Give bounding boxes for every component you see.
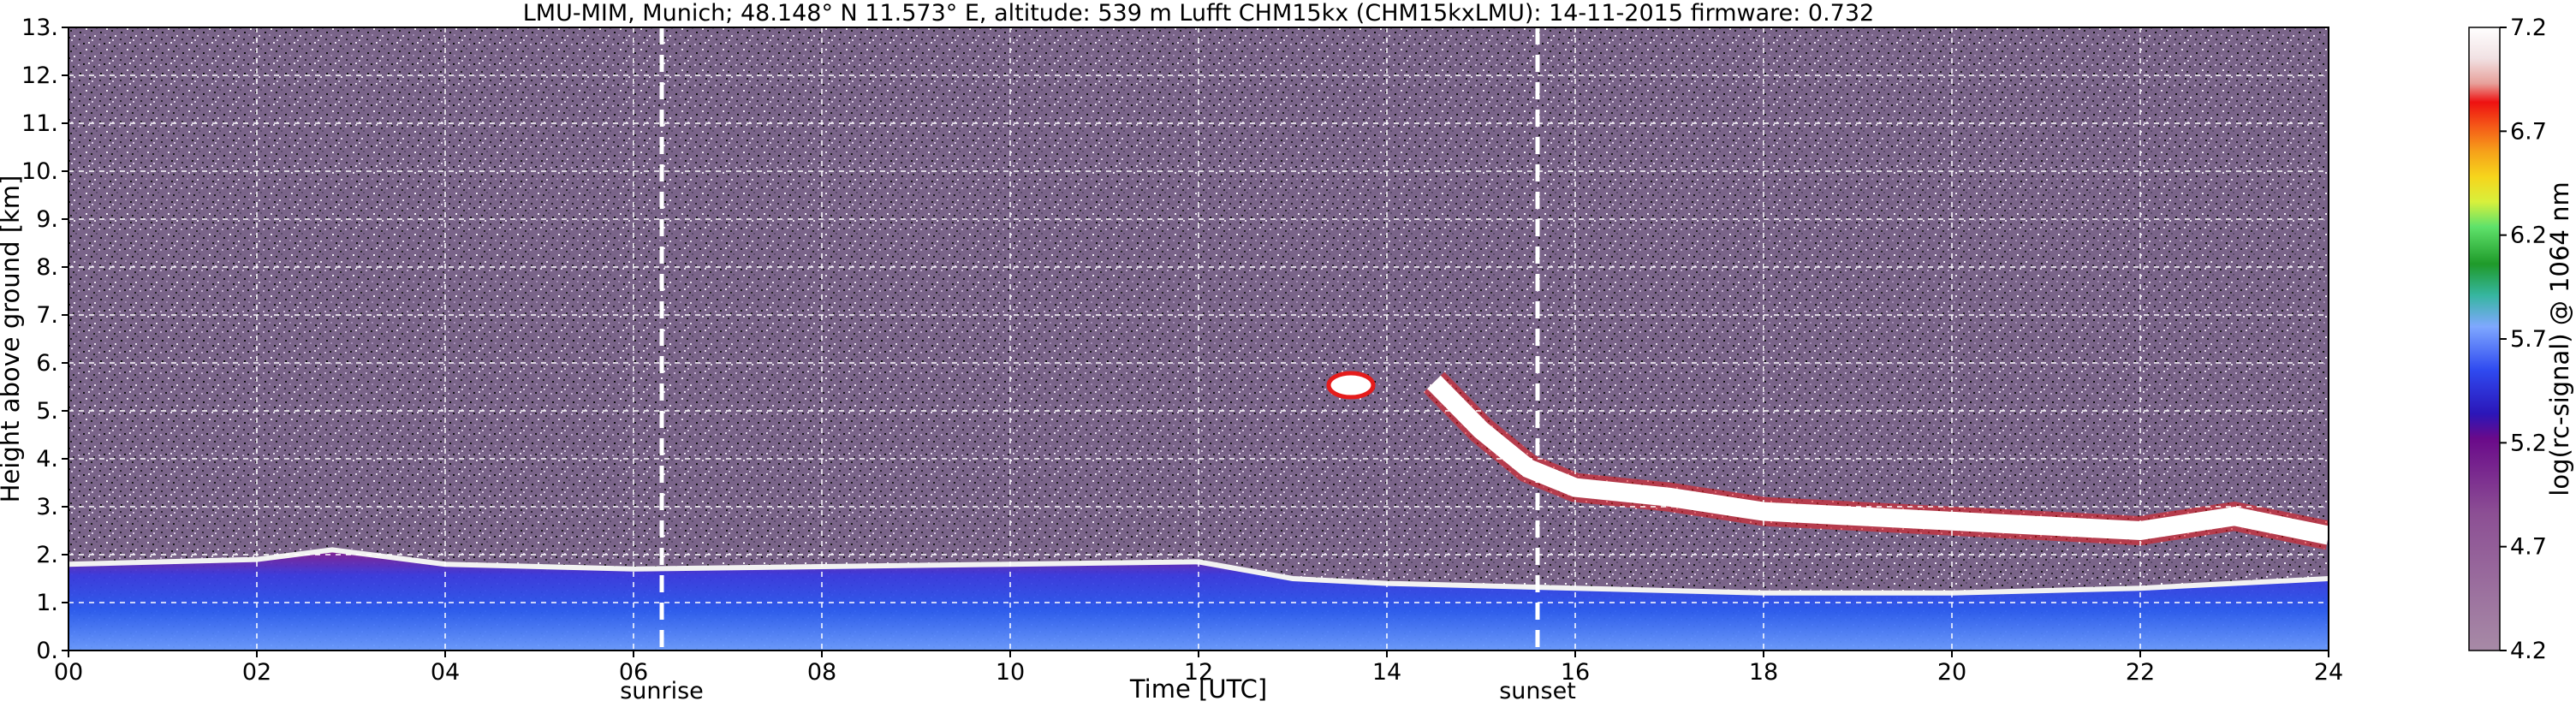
y-tick-label: 11.	[21, 110, 58, 137]
x-tick-label: 12	[1184, 659, 1213, 686]
y-tick-label: 7.	[36, 302, 58, 329]
y-tick-label: 6.	[36, 350, 58, 377]
colorbar-tick-label: 6.2	[2510, 223, 2547, 249]
x-tick-label: 20	[1937, 659, 1966, 686]
chart-title: LMU-MIM, Munich; 48.148° N 11.573° E, al…	[523, 0, 1874, 27]
colorbar	[2468, 27, 2501, 651]
y-tick-label: 13.	[21, 15, 58, 41]
y-tick-label: 9.	[36, 206, 58, 233]
x-tick-label: 18	[1749, 659, 1778, 686]
colorbar-tick-label: 6.7	[2510, 118, 2547, 145]
plot-area	[68, 27, 2329, 651]
x-tick-label: 16	[1561, 659, 1590, 686]
y-tick-label: 1.	[36, 590, 58, 616]
x-axis-label: Time [UTC]	[1129, 674, 1267, 704]
x-tick-label: 06	[619, 659, 648, 686]
x-tick-label: 04	[431, 659, 460, 686]
y-tick-label: 12.	[21, 62, 58, 89]
x-tick-label: 22	[2126, 659, 2155, 686]
y-tick-label: 4.	[36, 446, 58, 472]
grid	[68, 27, 2329, 651]
x-axis: 00 02 04 06 08 10 12 14 16 18 20 22 24	[54, 651, 2343, 686]
colorbar-tick-label: 4.7	[2510, 534, 2547, 561]
sun-markers	[659, 27, 1540, 651]
sun-marker-label: sunrise	[620, 678, 704, 704]
colorbar-tick-label: 7.2	[2510, 15, 2547, 41]
marker-labels: sunrise sunset	[620, 678, 1576, 704]
y-tick-label: 0.	[36, 638, 58, 664]
x-tick-label: 02	[242, 659, 271, 686]
x-tick-label: 00	[54, 659, 83, 686]
y-tick-label: 8.	[36, 254, 58, 281]
y-tick-label: 10.	[21, 158, 58, 185]
cloud-layer-core	[1427, 375, 2329, 545]
y-axis-label: Height above ground [km]	[0, 175, 25, 503]
colorbar-label: log(rc-signal) @ 1064 nm	[2545, 181, 2574, 496]
sun-marker-label: sunset	[1499, 678, 1576, 704]
x-tick-label: 10	[996, 659, 1025, 686]
y-tick-label: 5.	[36, 398, 58, 425]
colorbar-tick-label: 5.2	[2510, 430, 2547, 456]
x-tick-label: 08	[807, 659, 836, 686]
colorbar-tick-label: 5.7	[2510, 326, 2547, 353]
colorbar-tick-label: 4.2	[2510, 638, 2547, 664]
x-tick-label: 14	[1372, 659, 1401, 686]
y-tick-label: 3.	[36, 494, 58, 520]
colorbar-ticks: 4.2 4.7 5.2 5.7 6.2 6.7 7.2	[2500, 15, 2547, 664]
cloud-patch-high	[1326, 371, 1376, 400]
y-tick-label: 2.	[36, 542, 58, 568]
x-tick-label: 24	[2314, 659, 2343, 686]
y-axis: 0. 1. 2. 3. 4. 5. 6. 7. 8. 9. 10. 11. 12. 13.	[21, 15, 68, 664]
